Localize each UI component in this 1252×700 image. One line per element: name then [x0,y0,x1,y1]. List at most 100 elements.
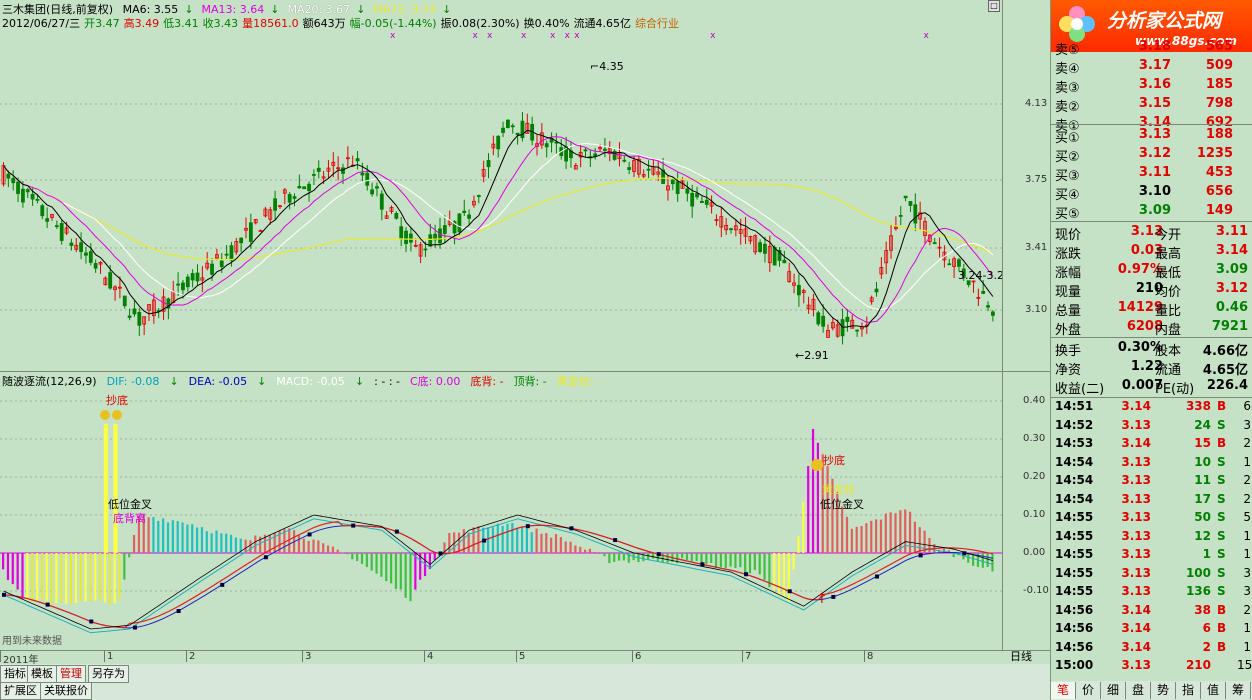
macd-histogram-bar [331,546,334,553]
macd-histogram-bar [297,535,301,553]
price-info-item: 高3.49 [123,17,160,30]
macd-histogram-bar [123,553,126,580]
quote-tab[interactable]: 值 [1201,682,1226,699]
macd-histogram-bar [385,553,388,582]
candle [384,215,389,219]
candle [69,242,74,246]
period-label[interactable]: 日线 [1010,650,1032,663]
price-axis-label: 3.75 [1025,174,1048,185]
candle [54,225,59,228]
macd-histogram-bar [128,553,131,558]
macd-histogram-bar [729,553,732,567]
indicator-legend-item: MACD: -0.05 [276,375,345,388]
macd-histogram-bar [690,553,693,562]
candle [481,168,486,177]
macd-histogram-bar [850,528,853,553]
panel-menu-icon[interactable]: □ [988,0,1000,12]
candle [685,188,690,194]
tick-time: 14:54 [1055,491,1094,506]
order-volume: 149 [1205,203,1233,218]
macd-histogram-bar [132,534,136,553]
macd-histogram-bar [870,520,873,553]
candle [200,277,205,281]
macd-histogram-bar [239,538,242,553]
tab-related-quotes[interactable]: 关联报价 [40,682,92,700]
dea-up-line [3,520,994,629]
macd-histogram-bar [365,553,368,568]
macd-histogram-bar [360,553,364,564]
tab-template[interactable]: 模板 [27,665,57,683]
macd-axis-label: 0.20 [1023,471,1046,482]
price-info-item: 低3.41 [163,17,199,30]
tick-time: 14:51 [1055,399,1094,413]
macd-histogram-bar [322,543,325,553]
macd-histogram-bar [506,523,509,553]
quote-tab[interactable]: 指 [1176,682,1201,699]
macd-histogram-bar [74,553,77,603]
tick-row: 15:00 3.13 210 15 [1051,657,1252,675]
tick-list[interactable]: 14:51 3.14 338 B 6 14:52 3.13 24 S 3 14:53 3.14 15 B 2… [1051,398,1252,680]
macd-histogram-bar [205,531,208,553]
macd-histogram-bar [904,509,907,553]
macd-histogram-bar [404,553,407,598]
order-label: 买② [1055,150,1080,165]
chart-area[interactable]: 三木集团(日线,前复权) MA6: 3.55 ↓ MA13: 3.64 ↓ MA20: … [0,0,1050,666]
sell-row: 卖② 3.15 798 [1051,95,1252,115]
tick-row: 14:56 3.14 6 B 1 [1051,620,1252,638]
candle [491,143,496,149]
stat-value: 0.30% [1117,340,1163,355]
quote-tab[interactable]: 细 [1101,682,1126,699]
macd-histogram-bar [317,540,320,553]
time-axis-label: 5 [519,651,526,662]
macd-histogram-bar [540,533,543,553]
macd-histogram-bar [108,553,111,606]
quote-tab[interactable]: 盘 [1126,682,1151,699]
quote-tab[interactable]: 势 [1151,682,1176,699]
candle [292,196,297,199]
buy-row: 买② 3.12 1235 [1051,145,1252,165]
macd-histogram-bar [273,532,276,553]
candle [93,263,98,269]
tab-indicator[interactable]: 指标 [0,665,30,683]
candle [525,122,530,134]
candle [408,233,413,243]
macd-histogram-bar [215,530,218,553]
macd-histogram-bar [719,553,722,567]
candle [578,151,583,158]
macd-histogram-bar [2,553,5,570]
macd-histogram-bar [501,525,504,553]
candle [355,158,360,162]
tab-save-as[interactable]: 另存为 [88,665,129,683]
macd-histogram-bar [525,525,528,553]
quote-tab[interactable]: 筹 [1226,682,1251,699]
candle [35,198,40,201]
price-chart[interactable]: x x x x x x x x x⌐4.35←2.913.24-3.2 [0,30,1002,370]
candle [505,119,510,128]
candle [389,207,394,212]
candle [108,272,113,289]
macd-histogram-bar [312,539,315,553]
stat-label: PE(动) [1155,382,1195,397]
macd-histogram-bar [879,519,883,553]
down-arrow-icon: ↓ [356,3,366,16]
candle [137,311,142,326]
stat-value: 14129 [1117,300,1163,315]
order-volume: 185 [1205,77,1233,92]
quote-tab[interactable]: 笔 [1051,682,1076,699]
candle [462,210,467,214]
tab-extension[interactable]: 扩展区 [0,682,41,700]
quote-tab[interactable]: 价 [1076,682,1101,699]
candle [399,226,404,240]
tab-manage[interactable]: 管理 [56,665,86,683]
candle [438,228,442,244]
candle [64,227,69,234]
macd-histogram-bar [26,553,29,601]
candle [50,214,54,218]
tick-price: 3.14 [1121,436,1151,450]
ma-legend-item: MA6: 3.55 [122,3,179,16]
macd-histogram-bar [341,552,344,554]
stat-label: 总量 [1055,304,1082,319]
macd-axis-label: -0.10 [1023,585,1049,596]
candle [321,176,326,179]
